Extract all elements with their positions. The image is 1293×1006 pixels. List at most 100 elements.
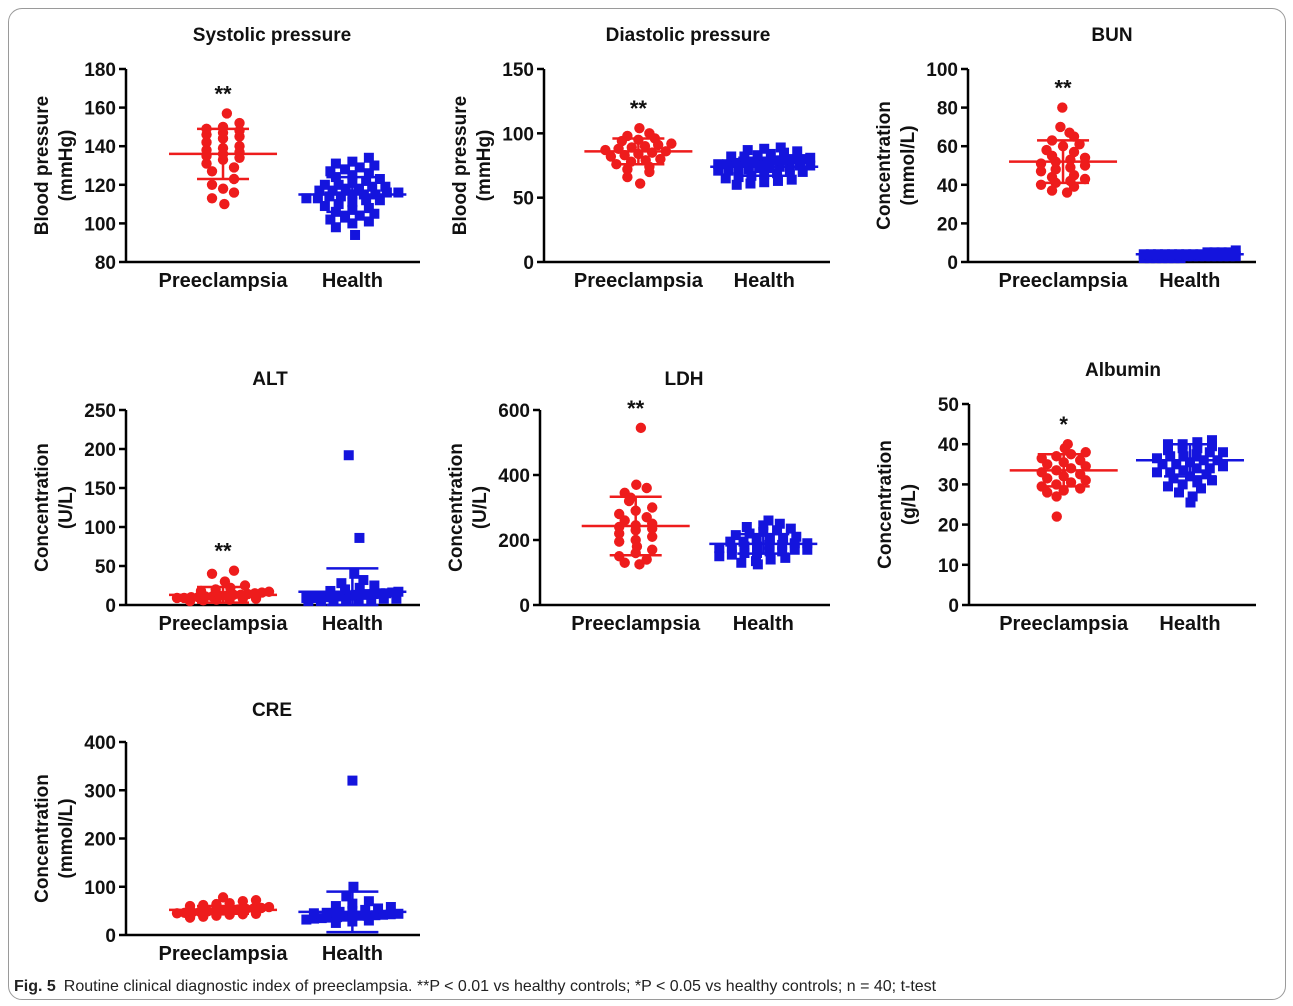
data-point [1046, 185, 1058, 196]
data-point [1204, 463, 1215, 474]
data-point [307, 592, 318, 603]
data-point [655, 153, 666, 165]
data-point [647, 502, 658, 513]
data-point [1187, 491, 1198, 502]
data-point [206, 193, 218, 204]
data-point [600, 144, 611, 156]
data-point [1223, 247, 1234, 258]
data-point [301, 914, 312, 925]
data-point [374, 588, 385, 599]
data-point [210, 584, 221, 595]
data-point [634, 178, 646, 189]
y-tick-label: 20 [938, 516, 959, 537]
data-point [393, 908, 404, 919]
data-point [217, 183, 229, 194]
data-point [367, 181, 378, 192]
data-point [333, 199, 344, 210]
data-point [363, 168, 374, 179]
data-point [794, 160, 805, 171]
data-point [622, 164, 633, 175]
data-point [201, 158, 212, 169]
data-point [330, 917, 341, 928]
data-point [354, 532, 365, 543]
data-point [385, 909, 396, 920]
data-point [1079, 152, 1091, 163]
data-point [742, 145, 753, 156]
data-point [1065, 162, 1076, 173]
data-point [758, 526, 769, 537]
data-point [361, 195, 372, 206]
data-point [765, 148, 776, 159]
chart-panel-ldh: LDH 0 200 400 600 Concentration (U/L) Preeclamp… [446, 369, 830, 635]
data-point [1079, 173, 1091, 185]
chart-panel-cre: CRE 0 100 200 300 400 Concentration (mmol/L) Pre… [32, 700, 420, 965]
y-tick-label: 0 [105, 926, 116, 947]
significance-marker: ** [214, 81, 232, 106]
data-point [341, 891, 352, 902]
data-point [1230, 251, 1241, 262]
data-point [336, 578, 347, 589]
data-point [1050, 164, 1061, 175]
data-point [1068, 146, 1080, 158]
data-point [1217, 461, 1228, 472]
data-point [741, 522, 752, 532]
data-point [201, 144, 212, 156]
y-tick-label: 50 [513, 189, 534, 210]
y-tick-label: 30 [938, 475, 959, 496]
data-point [363, 152, 374, 163]
data-point [1162, 445, 1173, 456]
data-point [640, 155, 651, 166]
data-point [340, 164, 351, 175]
data-point [763, 515, 774, 526]
data-point [740, 157, 751, 168]
data-point [1162, 481, 1173, 492]
data-point [733, 172, 744, 183]
data-point [324, 191, 335, 202]
data-point [1178, 451, 1189, 462]
data-point [1206, 475, 1217, 486]
data-point [780, 552, 791, 563]
data-point [344, 590, 355, 601]
data-point [309, 913, 320, 924]
data-point [340, 584, 351, 595]
y-tick-label: 80 [95, 253, 116, 274]
x-category-label: Preeclampsia [999, 613, 1129, 635]
data-point [374, 174, 385, 185]
data-point [228, 187, 240, 198]
data-point [779, 147, 790, 158]
data-point [1051, 511, 1062, 522]
data-point [713, 159, 724, 170]
data-point [731, 157, 742, 168]
data-point [327, 185, 338, 196]
chart-title: Albumin [1085, 360, 1161, 381]
y-tick-label: 120 [84, 176, 116, 197]
data-point [374, 195, 385, 206]
data-point [805, 152, 816, 163]
data-point [1195, 483, 1206, 494]
data-point [634, 122, 645, 134]
data-point [1061, 187, 1073, 198]
data-point [641, 554, 652, 565]
data-point [325, 214, 336, 225]
data-point [381, 187, 392, 198]
data-point [1165, 467, 1176, 478]
data-point [237, 896, 249, 907]
data-point [347, 775, 358, 786]
data-point [319, 179, 330, 190]
data-point [373, 903, 384, 914]
y-axis-label: (mmol/L) [56, 798, 77, 878]
data-point [789, 544, 800, 555]
data-point [380, 181, 391, 192]
x-category-label: Health [322, 613, 383, 635]
y-tick-label: 0 [105, 596, 116, 617]
data-point [622, 171, 633, 183]
data-point [1080, 447, 1091, 458]
data-point [726, 151, 737, 162]
data-point [1230, 245, 1241, 256]
x-category-label: Health [322, 270, 383, 292]
data-point [778, 533, 789, 544]
data-point [1057, 102, 1068, 113]
data-point [350, 229, 361, 240]
data-point [751, 535, 762, 545]
y-tick-label: 160 [84, 99, 116, 120]
